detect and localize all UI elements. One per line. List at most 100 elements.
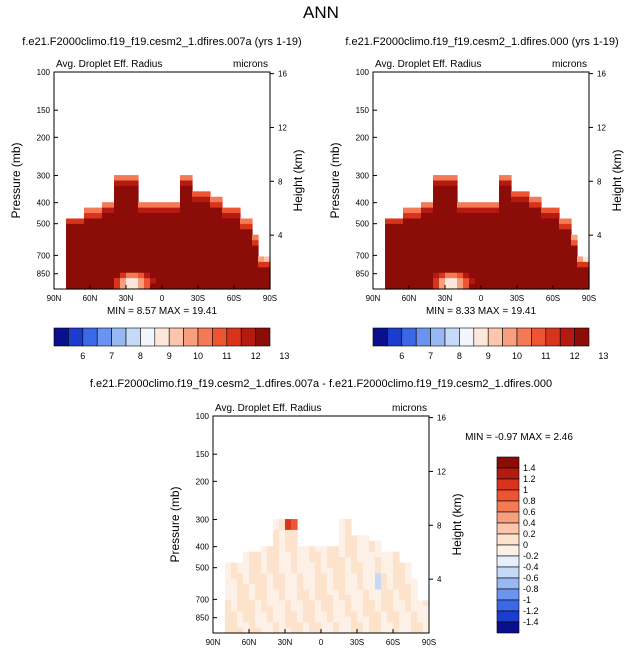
colorbar: 1.41.210.80.60.40.20-0.2-0.4-0.6-0.8-1-1… — [496, 456, 539, 634]
field-cell — [381, 595, 388, 602]
field-cell — [102, 218, 109, 225]
field-cell — [174, 213, 181, 220]
field-cell — [192, 245, 199, 252]
field-cell — [303, 600, 310, 607]
field-cell — [415, 251, 422, 258]
field-cell — [421, 234, 428, 241]
field-cell — [559, 283, 566, 290]
field-cell — [393, 567, 400, 574]
field-cell — [381, 611, 388, 618]
field-cell — [186, 283, 193, 290]
field-cell — [523, 207, 530, 214]
colorbar-label: -0.2 — [523, 551, 539, 561]
field-cell — [357, 567, 364, 574]
field-cell — [237, 573, 244, 580]
field-cell — [517, 240, 524, 247]
field-cell — [204, 223, 211, 230]
field-cell — [204, 240, 211, 247]
height-tick-label: 4 — [597, 231, 602, 240]
field-cell — [397, 234, 404, 241]
field-cell — [523, 267, 530, 274]
field-cell — [439, 213, 446, 220]
field-cell — [228, 218, 235, 225]
field-cell — [231, 627, 238, 634]
field-cell — [156, 234, 163, 241]
field-cell — [198, 251, 205, 258]
field-cell — [499, 218, 506, 225]
field-cell — [559, 229, 566, 236]
field-cell — [547, 267, 554, 274]
field-cell — [451, 267, 458, 274]
field-cell — [291, 535, 298, 542]
field-cell — [463, 207, 470, 214]
field-cell — [345, 529, 352, 536]
field-cell — [327, 546, 334, 553]
field-cell — [505, 272, 512, 279]
field-cell — [363, 551, 370, 558]
units-label: microns — [392, 403, 427, 414]
field-cell — [439, 196, 446, 203]
field-cell — [180, 223, 187, 230]
field-cell — [451, 245, 458, 252]
field-cell — [523, 283, 530, 290]
field-cell — [505, 213, 512, 220]
field-cell — [210, 240, 217, 247]
field-cell — [255, 551, 262, 558]
field-cell — [363, 611, 370, 618]
field-cell — [279, 557, 286, 564]
field-cell — [252, 267, 259, 274]
field-cell — [565, 278, 572, 285]
field-cell — [120, 272, 127, 279]
field-cell — [387, 578, 394, 585]
field-cell — [240, 256, 247, 263]
field-cell — [369, 551, 376, 558]
field-cell — [273, 546, 280, 553]
colorbar-label: -0.4 — [523, 562, 539, 572]
field-cell — [126, 202, 133, 209]
field-cell — [144, 261, 151, 268]
field-cell — [427, 256, 434, 263]
field-cell — [409, 213, 416, 220]
field-cell — [433, 240, 440, 247]
height-tick-label: 4 — [278, 231, 283, 240]
field-cell — [405, 573, 412, 580]
field-cell — [553, 229, 560, 236]
y-tick-label: 400 — [37, 199, 51, 208]
field-cell — [345, 622, 352, 629]
field-cell — [132, 229, 139, 236]
field-cell — [333, 551, 340, 558]
field-cell — [333, 600, 340, 607]
field-cell — [108, 240, 115, 247]
field-cell — [309, 605, 316, 612]
field-cell — [138, 240, 145, 247]
field-cell — [72, 223, 79, 230]
field-cell — [327, 557, 334, 564]
field-cell — [186, 229, 193, 236]
field-cell — [445, 251, 452, 258]
field-cell — [309, 562, 316, 569]
field-cell — [309, 567, 316, 574]
field-cell — [180, 267, 187, 274]
field-cell — [255, 605, 262, 612]
field-cell — [315, 600, 322, 607]
field-cell — [180, 251, 187, 258]
field-cell — [162, 234, 169, 241]
field-cell — [409, 207, 416, 214]
field-cell — [357, 562, 364, 569]
field-cell — [252, 272, 259, 279]
field-cell — [357, 595, 364, 602]
field-cell — [451, 229, 458, 236]
field-cell — [231, 611, 238, 618]
field-cell — [216, 234, 223, 241]
field-cell — [204, 267, 211, 274]
field-cell — [261, 584, 268, 591]
field-cell — [415, 256, 422, 263]
field-cell — [457, 251, 464, 258]
field-cell — [261, 557, 268, 564]
field-cell — [423, 605, 430, 612]
field-cell — [285, 584, 292, 591]
field-cell — [309, 627, 316, 634]
field-cell — [210, 261, 217, 268]
field-cell — [433, 202, 440, 209]
field-cell — [405, 567, 412, 574]
